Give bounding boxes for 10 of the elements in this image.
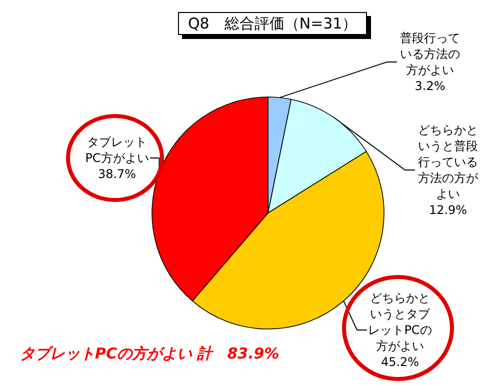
data-label: 3.2% [414, 79, 446, 93]
data-label: 38.7% [98, 167, 136, 181]
text: タブレットPCの方がよい 計 83.9% [20, 344, 280, 362]
slice-label: どちらかというとタブレットPCの方がよい [368, 291, 432, 353]
data-label: 45.2% [380, 355, 420, 369]
slice-label: 普段行っている方法の方がよい [400, 31, 460, 77]
data-label: 12.9% [428, 203, 468, 217]
chart-title: Q8 総合評価（N=31） [188, 14, 358, 32]
slice-label: どちらかというと普段行っている方法の方がよい [418, 123, 479, 201]
slice-label: タブレットPC方がよい [85, 135, 149, 165]
